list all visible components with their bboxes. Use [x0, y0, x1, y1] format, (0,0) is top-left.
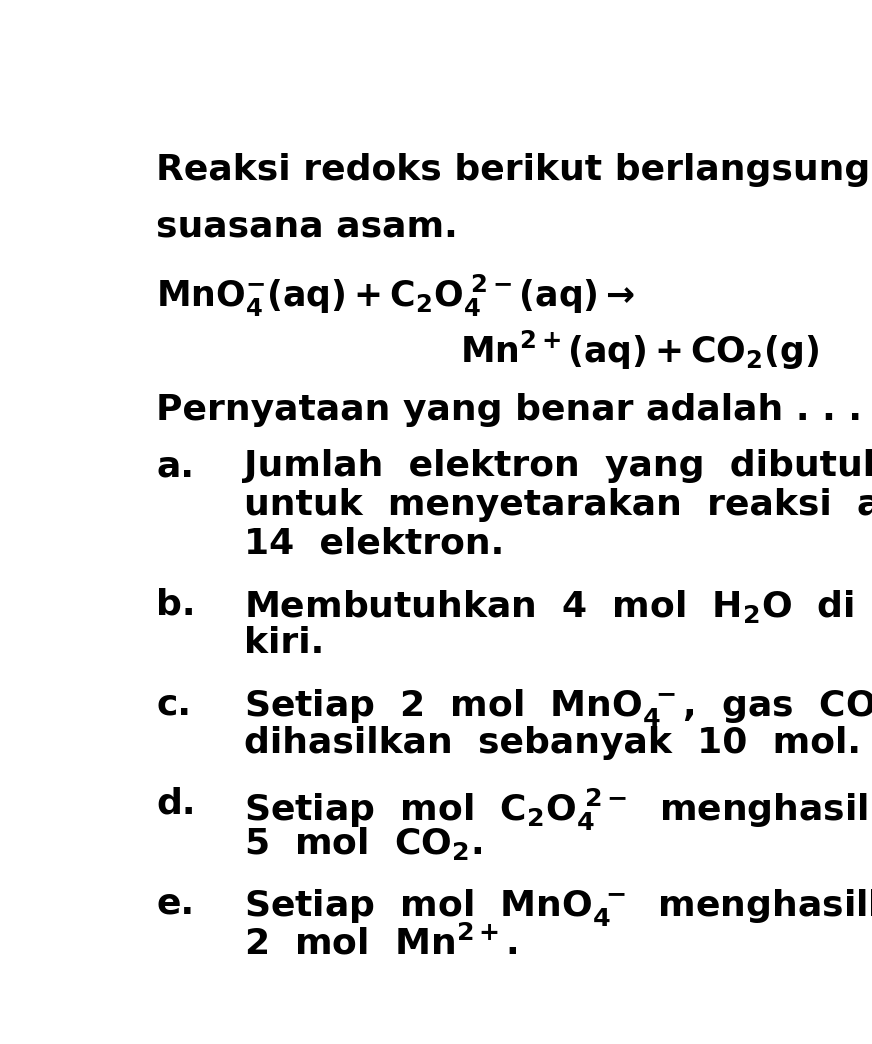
Text: Reaksi redoks berikut berlangsung dalam: Reaksi redoks berikut berlangsung dalam	[156, 153, 872, 188]
Text: untuk  menyetarakan  reaksi  adalah: untuk menyetarakan reaksi adalah	[244, 488, 872, 522]
Text: $\mathbf{MnO_4^{-}(}$$\mathit{\mathbf{aq}}$$\mathbf{) + C_2O_4^{\ 2-}(}$$\mathit: $\mathbf{MnO_4^{-}(}$$\mathit{\mathbf{aq…	[156, 272, 636, 318]
Text: Pernyataan yang benar adalah . . .: Pernyataan yang benar adalah . . .	[156, 393, 862, 427]
Text: b.: b.	[156, 588, 196, 621]
Text: Setiap  mol  $\mathbf{C_2O_4^{\ 2-}}$  menghasilkan: Setiap mol $\mathbf{C_2O_4^{\ 2-}}$ meng…	[244, 787, 872, 833]
Text: dihasilkan  sebanyak  10  mol.: dihasilkan sebanyak 10 mol.	[244, 726, 862, 760]
Text: Setiap  2  mol  $\mathbf{MnO_4^{\ -}}$,  gas  $\mathbf{CO_2}$  yang: Setiap 2 mol $\mathbf{MnO_4^{\ -}}$, gas…	[244, 687, 872, 729]
Text: Jumlah  elektron  yang  dibutuhkan: Jumlah elektron yang dibutuhkan	[244, 449, 872, 483]
Text: d.: d.	[156, 787, 196, 821]
Text: Membutuhkan  4  mol  $\mathbf{H_2O}$  di  ruas: Membutuhkan 4 mol $\mathbf{H_2O}$ di rua…	[244, 588, 872, 624]
Text: 2  mol  $\mathbf{Mn^{2+}}$.: 2 mol $\mathbf{Mn^{2+}}$.	[244, 925, 518, 962]
Text: $\mathbf{Mn^{2+}(}$$\mathit{\mathbf{aq}}$$\mathbf{) + CO_2(}$$\mathit{\mathbf{g}: $\mathbf{Mn^{2+}(}$$\mathit{\mathbf{aq}}…	[460, 329, 820, 372]
Text: e.: e.	[156, 886, 194, 921]
Text: 14  elektron.: 14 elektron.	[244, 526, 504, 561]
Text: a.: a.	[156, 449, 194, 483]
Text: Setiap  mol  $\mathbf{MnO_4^{\ -}}$  menghasilkan: Setiap mol $\mathbf{MnO_4^{\ -}}$ mengha…	[244, 886, 872, 927]
Text: suasana asam.: suasana asam.	[156, 210, 458, 243]
Text: kiri.: kiri.	[244, 626, 324, 660]
Text: 5  mol  $\mathbf{CO_2}$.: 5 mol $\mathbf{CO_2}$.	[244, 826, 482, 862]
Text: c.: c.	[156, 687, 191, 721]
